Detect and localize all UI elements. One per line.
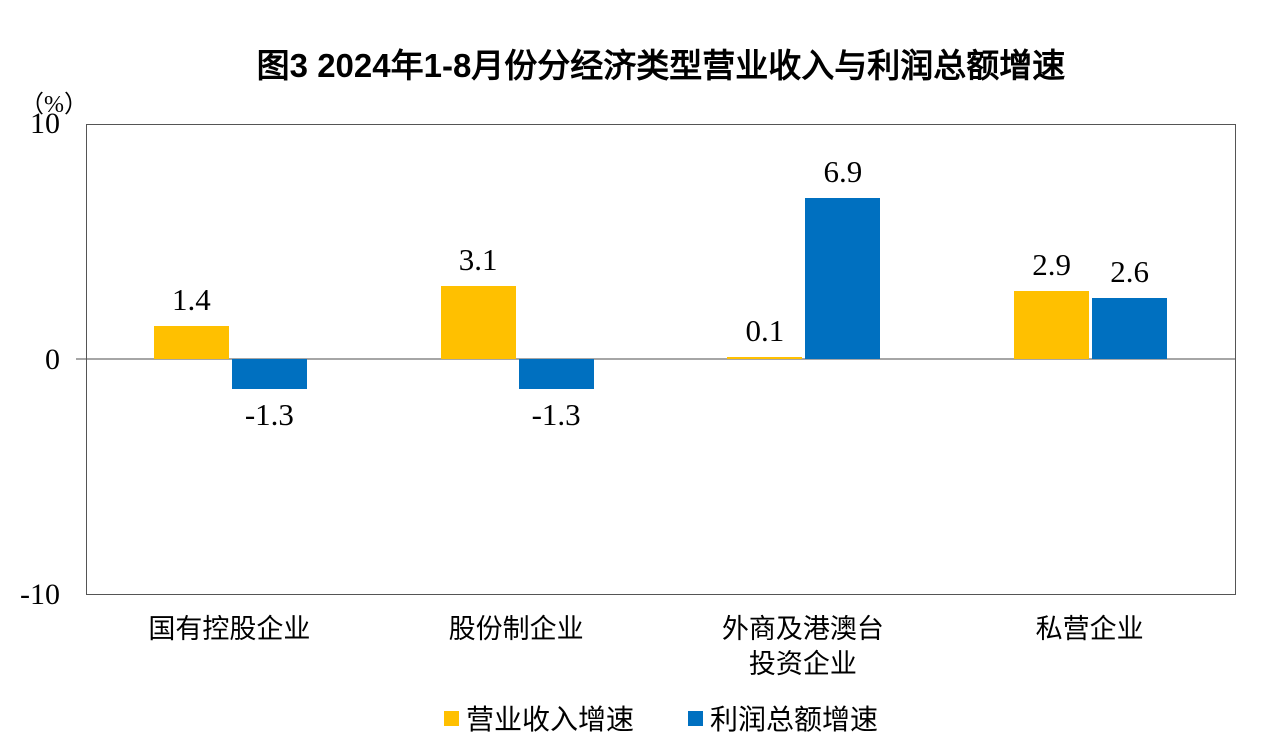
legend-item-profit-growth: 利润总额增速 [688, 698, 878, 734]
bar-value-label: -1.3 [244, 397, 294, 433]
profit-growth-bar [1092, 298, 1168, 359]
legend: 营业收入增速 利润总额增速 [86, 698, 1236, 734]
revenue-growth-bar [1014, 291, 1090, 359]
zero-gridline [87, 358, 1235, 360]
y-axis-tick-mark [76, 358, 86, 360]
y-axis-tick-label-0: 0 [45, 343, 60, 376]
revenue-growth-bar [153, 326, 229, 359]
legend-swatch [688, 710, 703, 726]
legend-swatch [443, 710, 459, 726]
profit-growth-bar [231, 359, 307, 390]
bar-value-label: 1.4 [172, 282, 211, 318]
revenue-growth-bar [440, 286, 516, 359]
profit-growth-bar [518, 359, 594, 390]
legend-item-revenue-growth: 营业收入增速 [443, 698, 634, 734]
chart-title: 图3 2024年1-8月份分经济类型营业收入与利润总额增速 [256, 47, 1066, 84]
revenue-growth-bar [727, 356, 803, 359]
bar-value-label: 2.6 [1110, 254, 1149, 290]
profit-growth-bar [805, 197, 881, 359]
y-axis-unit-label: （%） [20, 92, 88, 118]
bar-value-label: 2.9 [1032, 247, 1071, 283]
plot-area: 1.4 -1.3 3.1 -1.3 0.1 6.9 2.9 2.6 [86, 124, 1236, 595]
bar-value-label: -1.3 [531, 397, 581, 433]
y-axis-tick-label-minus10: -10 [20, 578, 60, 611]
y-axis-tick-label-10: 10 [30, 107, 60, 140]
category-label: 外商及港澳台 投资企业 [721, 614, 884, 679]
category-label: 股份制企业 [448, 614, 584, 644]
legend-label: 营业收入增速 [465, 705, 634, 734]
category-label: 私营企业 [1035, 614, 1144, 644]
bar-value-label: 6.9 [823, 153, 863, 189]
bar-value-label: 3.1 [458, 242, 498, 278]
category-label: 国有控股企业 [148, 614, 311, 644]
legend-label: 利润总额增速 [710, 705, 879, 734]
bar-value-label: 0.1 [745, 312, 785, 348]
